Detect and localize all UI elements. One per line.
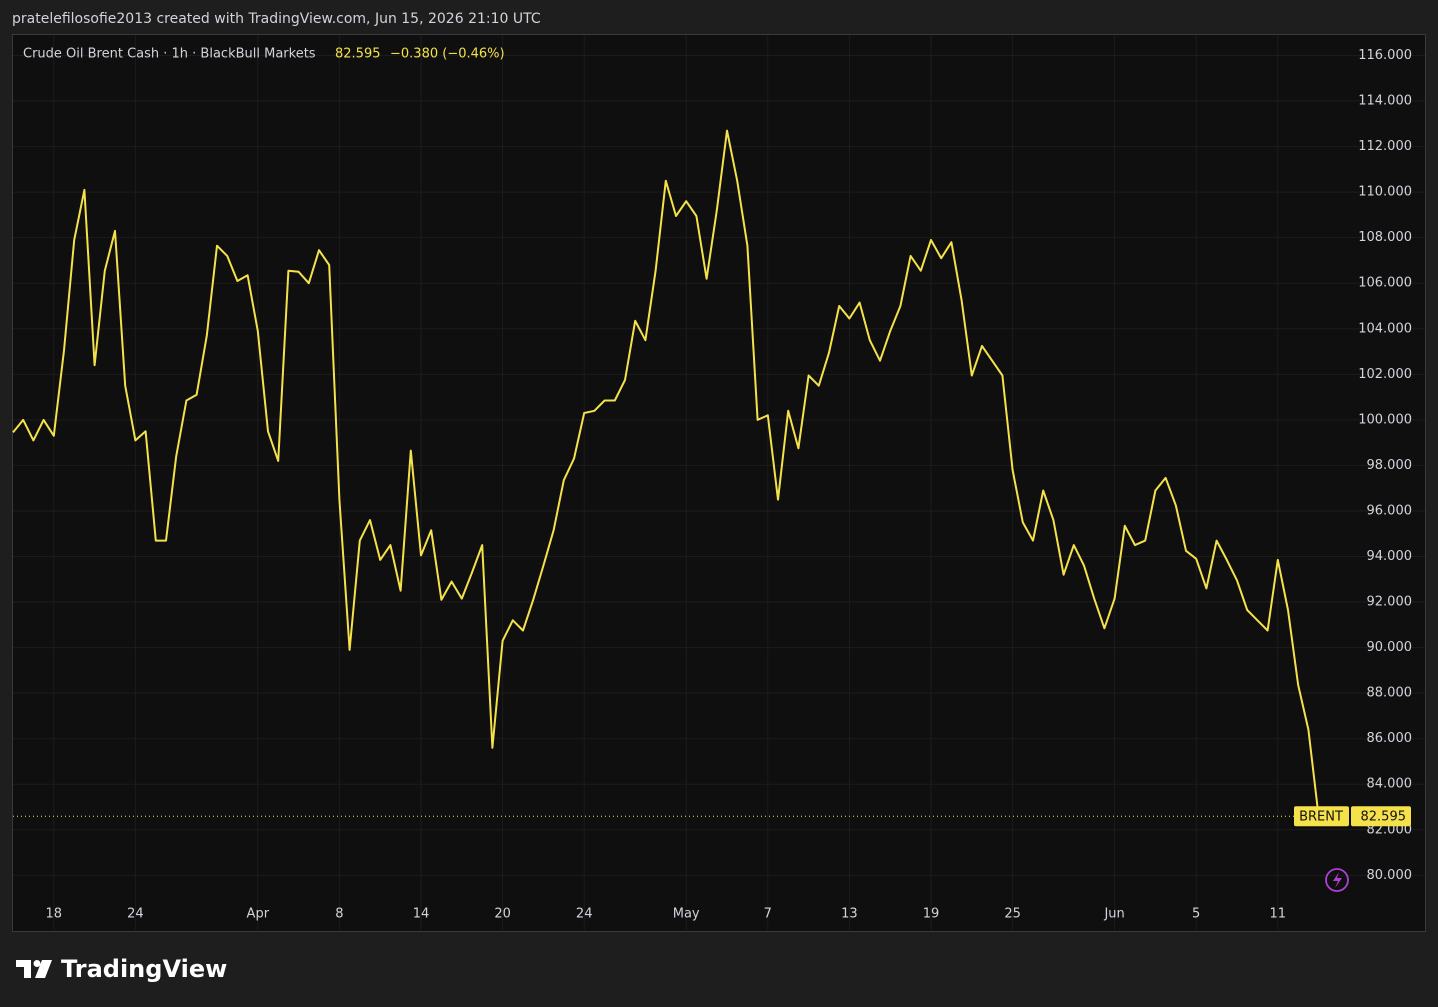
alert-icon[interactable]	[1325, 868, 1349, 892]
y-tick-label: 86.000	[1367, 731, 1413, 746]
x-tick-label: 11	[1270, 907, 1287, 922]
y-tick-label: 96.000	[1367, 503, 1413, 518]
logo-mark	[16, 960, 31, 978]
price-tag-label: 82.595	[1361, 810, 1407, 825]
y-tick-label: 110.000	[1358, 185, 1412, 200]
legend-change: −0.380 (−0.46%)	[390, 47, 505, 62]
y-tick-label: 104.000	[1358, 321, 1412, 336]
x-tick-label: 24	[127, 907, 144, 922]
y-tick-label: 114.000	[1358, 94, 1412, 109]
logo-mark	[35, 960, 52, 978]
y-tick-label: 84.000	[1367, 777, 1413, 792]
y-tick-label: 88.000	[1367, 686, 1413, 701]
x-tick-label: 8	[335, 907, 343, 922]
x-tick-label: 14	[413, 907, 430, 922]
y-tick-label: 90.000	[1367, 640, 1413, 655]
series	[12, 129, 1320, 817]
x-tick-label: Jun	[1103, 907, 1124, 922]
x-tick-label: 7	[764, 907, 772, 922]
labels: 80.00082.00084.00086.00088.00090.00092.0…	[46, 48, 1412, 922]
brand: TradingView	[61, 955, 227, 983]
x-tick-label: 20	[494, 907, 511, 922]
x-tick-label: 5	[1192, 907, 1200, 922]
price-tag	[1351, 806, 1411, 827]
symbol-label: BRENT	[1299, 810, 1343, 825]
x-tick-label: 24	[576, 907, 593, 922]
plot-area	[12, 34, 1426, 932]
logo-dot	[33, 960, 41, 967]
legend-price: 82.595	[335, 47, 381, 62]
x-tick-label: Apr	[247, 907, 270, 922]
price-line	[12, 129, 1320, 817]
y-tick-label: 80.000	[1367, 868, 1413, 883]
legend-title: Crude Oil Brent Cash · 1h · BlackBull Ma…	[23, 47, 316, 62]
y-tick-label: 100.000	[1358, 412, 1412, 427]
y-tick-label: 116.000	[1358, 48, 1412, 63]
logo: TradingView	[16, 955, 227, 983]
symbol-tag	[1294, 806, 1349, 827]
x-tick-label: 19	[923, 907, 940, 922]
alert-bolt	[1333, 872, 1342, 888]
y-tick-label: 108.000	[1358, 230, 1412, 245]
grid	[13, 35, 1425, 930]
x-tick-label: 25	[1004, 907, 1021, 922]
y-tick-label: 94.000	[1367, 549, 1413, 564]
y-tick-label: 112.000	[1358, 139, 1412, 154]
y-tick-label: 106.000	[1358, 276, 1412, 291]
x-tick-label: 13	[841, 907, 858, 922]
x-tick-label: 18	[46, 907, 63, 922]
y-tick-label: 98.000	[1367, 458, 1413, 473]
y-tick-label: 92.000	[1367, 595, 1413, 610]
x-tick-label: May	[673, 907, 700, 922]
y-tick-label: 102.000	[1358, 367, 1412, 382]
caption: pratelefilosofie2013 created with Tradin…	[12, 11, 541, 27]
